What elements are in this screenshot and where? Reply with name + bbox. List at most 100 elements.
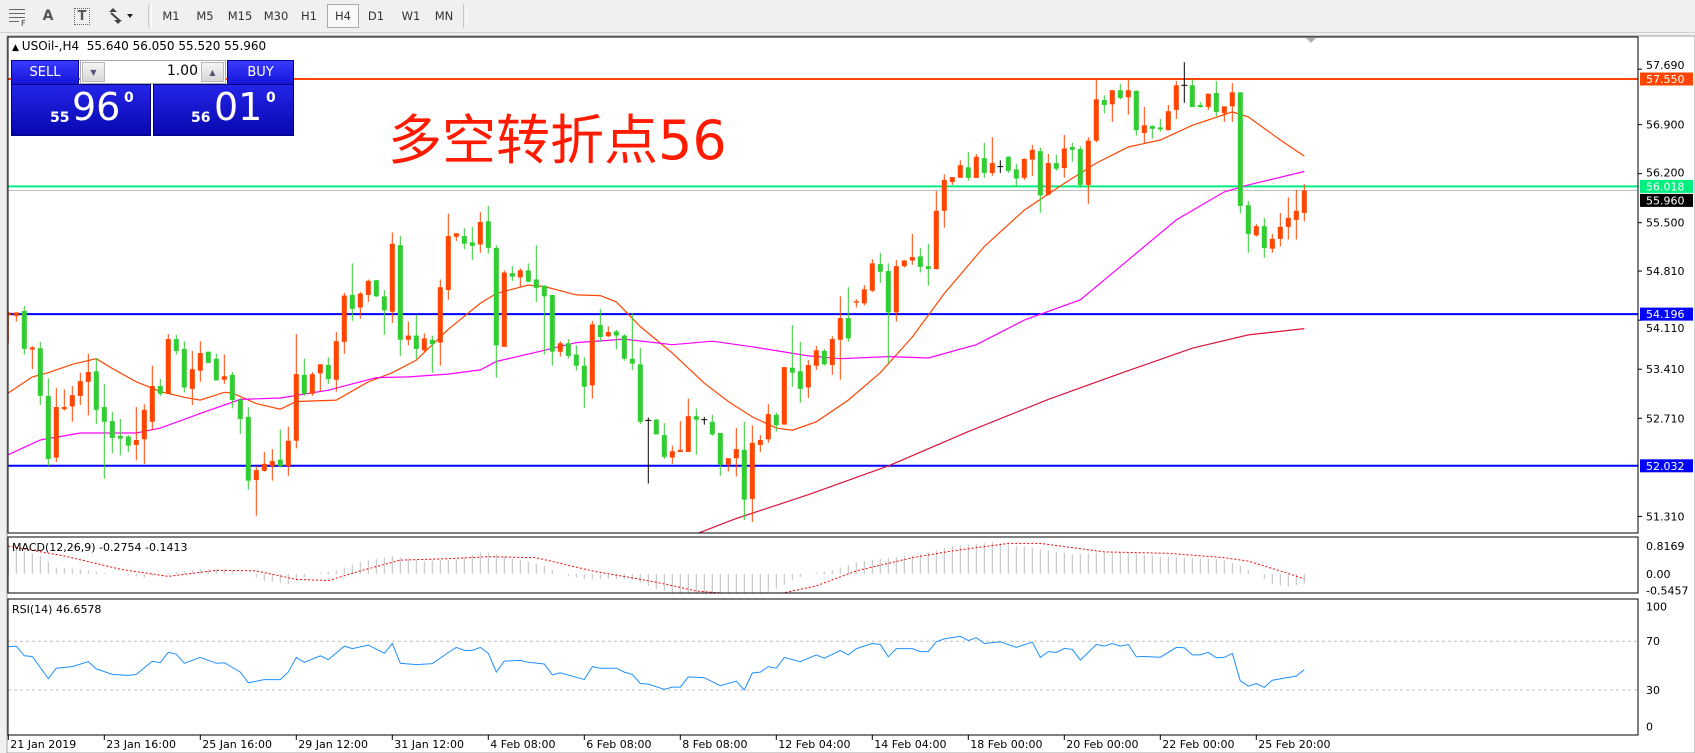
candle (13, 312, 19, 322)
candle (845, 287, 851, 342)
chart-shift-marker-icon[interactable] (1306, 38, 1316, 43)
tab-mn[interactable]: MN (434, 9, 454, 23)
candle-body (1293, 210, 1299, 220)
chart-text-annotation[interactable]: 多空转折点56 (388, 109, 727, 172)
buy-price-box[interactable]: 56 01 0 (153, 84, 294, 136)
candle (1229, 83, 1235, 122)
candle-body (8, 312, 11, 316)
candle-body (677, 449, 683, 452)
candle (1141, 107, 1147, 144)
candle-body (941, 179, 947, 211)
lot-size-input[interactable]: 1.00 (166, 63, 198, 79)
tab-h1[interactable]: H1 (301, 9, 317, 23)
candle (1213, 81, 1219, 117)
candle (861, 285, 867, 306)
time-tick-label: 20 Feb 00:00 (1066, 738, 1138, 751)
candle-body (605, 332, 611, 337)
tab-w1[interactable]: W1 (401, 9, 421, 23)
macd-pane[interactable]: MACD(12,26,9) -0.2754 -0.1413 (8, 541, 1305, 595)
candle (621, 334, 627, 361)
candle (1125, 78, 1131, 115)
candle (469, 226, 475, 260)
candle (37, 341, 43, 405)
tab-d1[interactable]: D1 (367, 9, 385, 23)
candle (781, 367, 787, 425)
tab-m15[interactable]: M15 (227, 9, 253, 23)
rsi-pane[interactable]: RSI(14) 46.6578 (8, 603, 1638, 691)
candle-body (661, 435, 667, 457)
candle (301, 358, 307, 396)
candle-body (493, 247, 499, 346)
candle-body (1269, 238, 1275, 249)
candle (245, 407, 251, 490)
candle-body (501, 272, 507, 347)
candle (149, 365, 155, 431)
ma-fast-line (8, 111, 1305, 431)
candle-body (1045, 163, 1051, 195)
price-pane[interactable] (6, 62, 1638, 534)
candle (1157, 118, 1163, 132)
candle (77, 372, 83, 405)
candle-body (1133, 90, 1139, 131)
price-tick-label: 56.900 (1646, 119, 1685, 132)
candle-body (805, 365, 811, 388)
candle-body (597, 325, 603, 337)
candle-body (541, 285, 547, 297)
candle-body (1125, 90, 1131, 98)
collapse-triangle-icon[interactable]: ▲ (12, 43, 22, 53)
candle (581, 357, 587, 408)
candle-body (101, 407, 107, 422)
candle (877, 252, 883, 283)
candle (397, 236, 403, 356)
candle (1293, 189, 1299, 240)
rsi-line (8, 635, 1305, 691)
candle-body (557, 343, 563, 352)
buy-price-sup: 0 (266, 90, 276, 106)
lot-increase-button[interactable]: ▲ (201, 62, 224, 82)
candle-body (13, 312, 19, 316)
candle (925, 243, 931, 286)
buy-button[interactable]: BUY (227, 60, 294, 85)
candle (181, 341, 187, 393)
candle (109, 411, 115, 454)
candle (901, 259, 907, 268)
candle (101, 383, 107, 479)
candle (973, 154, 979, 178)
grid-f-icon[interactable]: F (6, 5, 30, 27)
candle (349, 263, 355, 321)
candle (21, 306, 27, 355)
candle-body (749, 442, 755, 499)
candle (1045, 154, 1051, 196)
text-label-icon[interactable]: T (72, 5, 92, 27)
candle (53, 388, 59, 462)
sell-price-box[interactable]: 55 96 0 (11, 84, 151, 136)
candle (565, 339, 571, 359)
candle (133, 407, 139, 461)
macd-plot (8, 542, 1305, 593)
candle (717, 433, 723, 476)
lot-decrease-button[interactable]: ▼ (82, 62, 105, 82)
tab-m5[interactable]: M5 (196, 9, 214, 23)
candle-body (669, 451, 675, 458)
candle (93, 357, 99, 424)
candle-body (461, 236, 467, 244)
candle (365, 279, 371, 302)
sell-button[interactable]: SELL (11, 60, 79, 85)
candle-body (949, 177, 955, 183)
candle (573, 345, 579, 371)
rsi-plot (8, 635, 1638, 691)
lot-size-stepper[interactable]: ▼ 1.00 ▲ (80, 60, 226, 84)
rsi-scale-label: 0 (1646, 721, 1653, 734)
candle (477, 212, 483, 253)
arrows-icon[interactable] (106, 5, 136, 27)
tab-h4[interactable]: H4 (327, 4, 359, 28)
time-tick-label: 14 Feb 04:00 (874, 738, 946, 751)
candle (205, 351, 211, 363)
time-tick-label: 25 Feb 20:00 (1258, 738, 1330, 751)
tab-m1[interactable]: M1 (162, 9, 180, 23)
candle (229, 372, 235, 409)
tab-m30[interactable]: M30 (263, 9, 289, 23)
text-icon[interactable]: A (42, 8, 54, 24)
candle (645, 417, 652, 484)
